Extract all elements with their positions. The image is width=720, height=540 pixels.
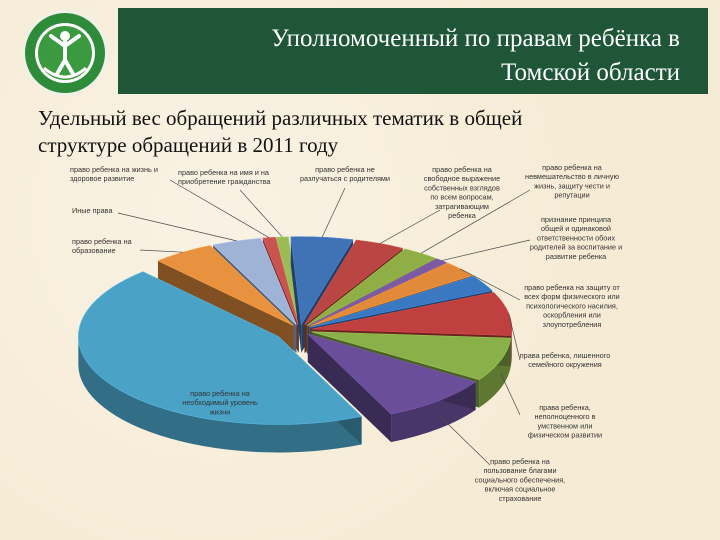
chart-subtitle-line1: Удельный вес обращений различных тематик…: [38, 106, 523, 130]
pie-slice-label-line: право ребенка на имя и на: [178, 168, 270, 177]
pie-leader-line: [460, 268, 521, 301]
pie-slice-label-line: жизни: [210, 407, 230, 416]
pie-slice-label: право ребенка на невмешательство в личную…: [525, 163, 619, 200]
pie-slice-top: [307, 258, 448, 327]
pie-slice-label: право ребенка на жизнь и здоровое развити…: [70, 165, 158, 183]
pie-slice-label: Иные права: [72, 206, 113, 215]
pie-slice-label-line: право ребенка на: [190, 389, 251, 398]
pie-slice-label-line: право ребенка на: [542, 163, 603, 172]
pie-slice-label-line: невмешательство в личную: [525, 172, 619, 181]
pie-slice-label: признание принципа общей и одинаковой отве…: [530, 215, 622, 261]
pie-slice-side: [479, 338, 511, 408]
pie-slice-label: право ребенка на защиту от всех форм физи…: [524, 283, 620, 329]
pie-slice-label: право ребенка на имя и на приобретение гр…: [178, 168, 271, 186]
pie-slice-label-line: страхование: [499, 494, 542, 503]
pie-slice-label-line: общей и одинаковой: [541, 224, 611, 233]
pie-leader-line: [508, 313, 521, 361]
pie-slice-label-line: необходимый уровень: [182, 398, 258, 407]
chart-subtitle: Удельный вес обращений различных тематик…: [38, 105, 638, 159]
pie-slice-label: право ребенка на свободное выражение собст…: [424, 165, 500, 220]
pie-slice-label: права ребенка, неполноценного в умственном…: [528, 403, 602, 440]
pie-slice: [78, 271, 363, 453]
pie-leader-line: [169, 179, 270, 238]
header-title: Уполномоченный по правам ребёнка в Томск…: [160, 22, 680, 90]
pie-slice-label-line: родителей за воспитание и: [530, 243, 622, 252]
pie-slice-label: право ребенка на пользование благами социа…: [475, 457, 565, 503]
pie-slice-top: [310, 275, 493, 328]
pie-slice-label: право ребенка не разлучаться с родителями: [300, 165, 390, 183]
chart-subtitle-line2: структуре обращений в 2011 году: [38, 133, 339, 157]
header-title-line1: Уполномоченный по правам ребёнка в: [271, 25, 680, 52]
pie-slice-top: [304, 239, 404, 326]
pie-slice-top: [78, 271, 363, 425]
pie-slice-label: право ребенка на образование: [72, 237, 133, 255]
pie-leader-line: [117, 212, 237, 242]
pie-slice-label-line: право ребенка на жизнь и: [70, 165, 158, 174]
pie-slice-label: право ребенка на необходимый уровень жизни: [182, 389, 258, 416]
pie-slice-label-line: неполноценного в: [534, 412, 595, 421]
pie-slice-top: [311, 292, 513, 336]
pie-slice-label-line: затрагивающим: [435, 202, 489, 211]
pie-labels: право ребенка не разлучаться с родителями…: [70, 163, 622, 503]
header-bar: Уполномоченный по правам ребёнка в Томск…: [118, 8, 708, 94]
pie-slice-label-line: всех форм физического или: [524, 292, 620, 301]
pie-slice-label-line: репутации: [554, 191, 589, 200]
pie-slice-label-line: здоровое развитие: [70, 174, 134, 183]
pie-slice-label-line: жизнь, защиту чести и: [534, 181, 610, 190]
pie-slice-label-line: ребенка: [448, 211, 477, 220]
pie-leader-line: [500, 373, 521, 416]
pie-slice-label-line: право ребенка на: [72, 237, 133, 246]
pie-leader-line: [379, 209, 441, 244]
pie-slice-label-line: развитие ребенка: [546, 252, 607, 261]
pie-slice-label-line: образование: [72, 246, 116, 255]
pie-slice-label-line: право ребенка не: [315, 165, 375, 174]
pie-slice-wall: [290, 236, 302, 353]
pie-slices: [78, 236, 513, 453]
pie-slice-label-line: физическом развитии: [528, 431, 602, 440]
pie-leader-line: [420, 189, 531, 254]
pie-leader-line: [139, 249, 183, 253]
pie-slice-label-line: включая социальное: [485, 485, 556, 494]
pie-slice-label-line: пользование благами: [483, 466, 556, 475]
pie-slice-label-line: разлучаться с родителями: [300, 174, 390, 183]
ombudsman-logo-icon: [22, 10, 108, 96]
pie-slice-label-line: собственных взглядов: [424, 183, 500, 192]
pie-slice-label-line: семейного окружения: [528, 360, 602, 369]
header: Уполномоченный по правам ребёнка в Томск…: [0, 0, 720, 96]
pie-slice-side: [511, 329, 512, 364]
pie-slice-label-line: социального обеспечения,: [475, 475, 565, 484]
pie-slice-label-line: право ребенка на защиту от: [524, 283, 620, 292]
pie-leader-line: [321, 187, 346, 238]
pie-slice-label-line: права ребенка,: [539, 403, 591, 412]
pie-slice-label-line: право ребенка на: [432, 165, 493, 174]
pie-slice-label: права ребенка, лишенного семейного окруже…: [520, 351, 611, 369]
pie-slice-label-line: права ребенка, лишенного: [520, 351, 611, 360]
pie-slice-label-line: злоупотребления: [543, 320, 602, 329]
pie-slice-label-line: оскорбления или: [543, 311, 601, 320]
pie-slice-label-line: свободное выражение: [424, 174, 500, 183]
pie-slice-wall: [307, 334, 392, 443]
pie-slice-label-line: по всем вопросам,: [430, 193, 493, 202]
pie-slice-label-line: признание принципа: [541, 215, 612, 224]
pie-slice-top: [212, 237, 297, 326]
pie-slice-top: [311, 331, 512, 380]
pie-leader-lines: [117, 179, 531, 466]
pie-leader-line: [438, 414, 491, 466]
pie-leader-line: [441, 239, 531, 261]
pie-slice-label-line: приобретение гражданства: [178, 177, 271, 186]
pie-slice-top: [307, 333, 477, 415]
pie-slice-label-line: умственном или: [538, 421, 593, 430]
pie-slice-side: [78, 336, 362, 453]
pie-leader-line: [239, 189, 283, 238]
pie-slice-top: [275, 236, 300, 325]
pie-slice-top: [306, 248, 437, 326]
pie-slice-label-line: Иные права: [72, 206, 113, 215]
pie-slice-label-line: психологического насилия,: [526, 301, 618, 310]
pie-slice: [307, 333, 477, 443]
header-title-line2: Томской области: [501, 59, 680, 86]
pie-slice-label-line: право ребенка на: [490, 457, 551, 466]
pie-slice-label-line: ответственности обоих: [537, 233, 616, 242]
pie-slice-top: [262, 236, 299, 325]
